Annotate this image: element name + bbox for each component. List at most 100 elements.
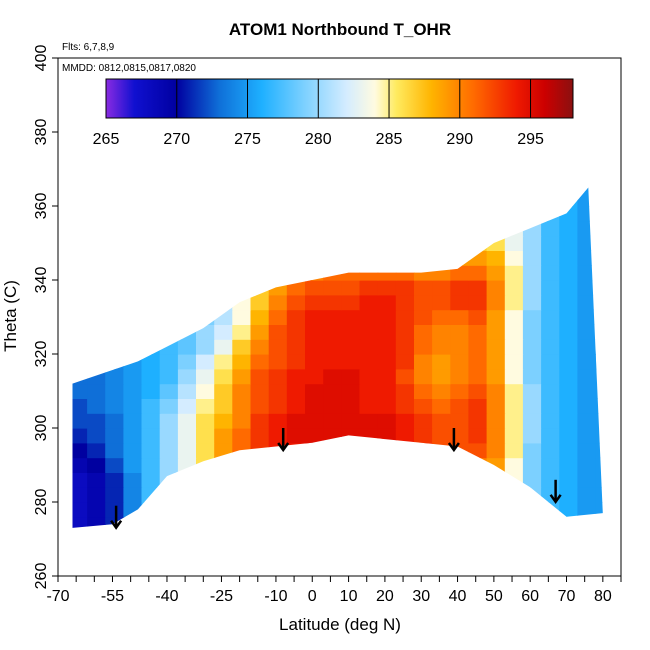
heatmap-cell xyxy=(177,413,197,429)
heatmap-cell xyxy=(541,413,560,429)
heatmap-cell xyxy=(159,516,179,528)
heatmap-cell xyxy=(196,368,215,385)
heatmap-cell xyxy=(268,220,288,237)
heatmap-cell xyxy=(522,428,542,444)
heatmap-cell xyxy=(432,354,451,370)
heatmap-cell xyxy=(268,502,288,518)
heatmap-cell xyxy=(432,368,451,385)
heatmap-cell xyxy=(486,265,506,281)
heatmap-cell xyxy=(414,324,433,340)
heatmap-cell xyxy=(468,280,488,296)
heatmap-cell xyxy=(286,191,306,207)
heatmap-cell xyxy=(105,502,124,518)
y-tick-label: 320 xyxy=(33,341,50,368)
heatmap-cell xyxy=(486,339,506,355)
heatmap-cell xyxy=(577,413,597,429)
heatmap-cell xyxy=(87,457,106,473)
heatmap-cell xyxy=(341,487,361,503)
heatmap-cell xyxy=(214,457,233,473)
heatmap-cell xyxy=(432,265,451,281)
heatmap-cell xyxy=(159,472,179,488)
heatmap-cell xyxy=(341,309,361,325)
x-tick-label: 10 xyxy=(340,588,358,605)
heatmap-cell xyxy=(305,472,324,488)
heatmap-cell xyxy=(595,457,603,473)
heatmap-cell xyxy=(123,280,143,296)
heatmap-cell xyxy=(87,250,106,266)
heatmap-cell xyxy=(123,324,143,340)
heatmap-cell xyxy=(432,442,451,459)
heatmap-cell xyxy=(541,280,560,296)
heatmap-cell xyxy=(214,280,233,296)
heatmap-cell xyxy=(377,294,397,311)
heatmap-cell xyxy=(359,265,379,281)
heatmap-cell xyxy=(87,191,106,207)
heatmap-cell xyxy=(559,235,579,251)
heatmap-cell xyxy=(323,265,342,281)
heatmap-cell xyxy=(105,280,124,296)
heatmap-cell xyxy=(595,324,603,340)
heatmap-cell xyxy=(123,442,143,459)
heatmap-cell xyxy=(305,187,324,192)
heatmap-cell xyxy=(141,309,161,325)
arrow-marker xyxy=(110,505,123,530)
heatmap-cell xyxy=(432,206,451,222)
x-tick-label: 0 xyxy=(308,588,317,605)
heatmap-cell xyxy=(177,457,197,473)
heatmap-cell xyxy=(341,235,361,251)
heatmap-cell xyxy=(559,294,579,311)
heatmap-cell xyxy=(159,428,179,444)
heatmap-cell xyxy=(468,442,488,459)
heatmap-cell xyxy=(323,280,342,296)
heatmap-cell xyxy=(177,339,197,355)
heatmap-cell xyxy=(522,235,542,251)
heatmap-cell xyxy=(323,309,342,325)
heatmap-cell xyxy=(432,457,451,473)
heatmap-cell xyxy=(250,324,270,340)
heatmap-cell xyxy=(105,428,124,444)
heatmap-cell xyxy=(250,191,270,207)
heatmap-cell xyxy=(577,191,597,207)
heatmap-cell xyxy=(595,187,603,192)
heatmap-cell xyxy=(232,250,252,266)
heatmap-cell xyxy=(414,309,433,325)
heatmap-cell xyxy=(123,309,143,325)
heatmap-cell xyxy=(414,472,433,488)
heatmap-cell xyxy=(595,206,603,222)
heatmap-cell xyxy=(559,280,579,296)
heatmap-cell xyxy=(486,383,506,399)
colorbar-gradient xyxy=(105,78,574,119)
heatmap-cell xyxy=(450,368,470,385)
heatmap-cell xyxy=(504,187,524,192)
heatmap-cell xyxy=(359,368,379,385)
heatmap-cell xyxy=(414,413,433,429)
heatmap-cell xyxy=(105,413,124,429)
heatmap-cell xyxy=(541,354,560,370)
heatmap-cell xyxy=(286,220,306,237)
arrow-marker xyxy=(447,428,460,453)
heatmap-cell xyxy=(232,191,252,207)
heatmap-cell xyxy=(414,191,433,207)
heatmap-cell xyxy=(595,265,603,281)
heatmap-cell xyxy=(286,187,306,192)
heatmap-cell xyxy=(159,398,179,414)
heatmap-cell xyxy=(341,250,361,266)
heatmap-cell xyxy=(87,187,106,192)
heatmap-cell xyxy=(214,413,233,429)
heatmap-cell xyxy=(177,354,197,370)
heatmap-cell xyxy=(468,235,488,251)
heatmap-cell xyxy=(250,413,270,429)
heatmap-cell xyxy=(541,368,560,385)
heatmap-cell xyxy=(141,368,161,385)
heatmap-cell xyxy=(359,206,379,222)
heatmap-cell xyxy=(286,235,306,251)
heatmap-cell xyxy=(559,442,579,459)
heatmap-cell xyxy=(72,235,88,251)
heatmap-cell xyxy=(268,187,288,192)
heatmap-cell xyxy=(250,472,270,488)
heatmap-cell xyxy=(522,220,542,237)
heatmap-cell xyxy=(504,457,524,473)
heatmap-cell xyxy=(377,206,397,222)
heatmap-cell xyxy=(414,294,433,311)
heatmap-cell xyxy=(196,309,215,325)
